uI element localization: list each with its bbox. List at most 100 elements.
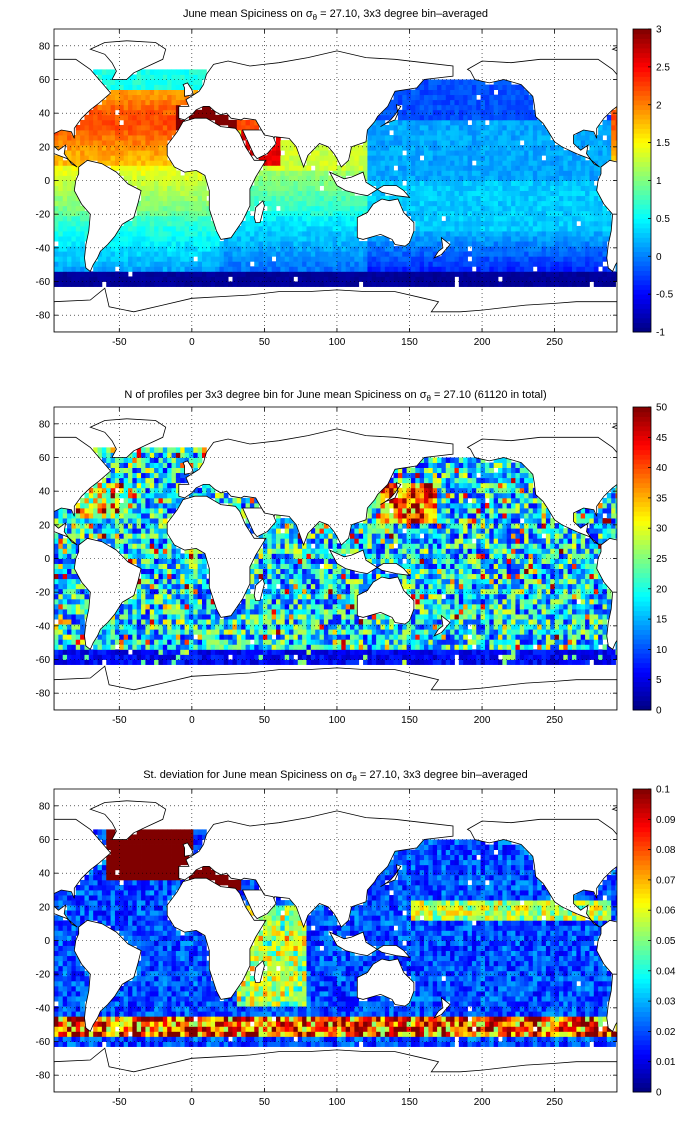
heatmap-cell [306, 644, 312, 650]
heatmap-cell [67, 231, 72, 237]
heatmap-cell [598, 170, 603, 176]
heatmap-cell [580, 639, 586, 645]
heatmap-cell [141, 256, 146, 262]
heatmap-cell [467, 79, 473, 85]
heatmap-cell [441, 79, 447, 85]
heatmap-cell [267, 644, 273, 650]
heatmap-cell [524, 124, 529, 131]
heatmap-cell [432, 145, 438, 151]
heatmap-cell [350, 241, 355, 247]
heatmap-cell [141, 639, 146, 645]
heatmap-cell [284, 649, 290, 655]
heatmap-cell [606, 281, 612, 287]
heatmap-cell [376, 634, 381, 640]
heatmap-cell [315, 266, 320, 272]
heatmap-cell [323, 145, 329, 151]
panel-1-colorbar: -1-0.500.511.522.53 [632, 25, 674, 339]
heatmap-cell [162, 150, 168, 156]
heatmap-cell [197, 220, 203, 227]
heatmap-cell [593, 145, 599, 151]
heatmap-cell [328, 180, 333, 186]
heatmap-cell [97, 251, 103, 257]
heatmap-cell [593, 160, 599, 166]
heatmap-cell [197, 236, 203, 242]
heatmap-cell [593, 251, 599, 257]
heatmap-cell [471, 205, 477, 212]
heatmap-cell [215, 261, 220, 267]
heatmap-cell [489, 89, 495, 96]
heatmap-cell [276, 170, 281, 176]
heatmap-cell [119, 84, 125, 90]
heatmap-cell [519, 170, 525, 176]
heatmap-cell [302, 251, 307, 257]
heatmap-cell [515, 99, 521, 106]
heatmap-cell [397, 271, 403, 277]
heatmap-cell [123, 246, 129, 252]
heatmap-cell [445, 225, 451, 232]
heatmap-cell [502, 99, 508, 106]
heatmap-cell [489, 276, 495, 282]
heatmap-cell [550, 251, 555, 257]
heatmap-cell [254, 271, 259, 277]
heatmap-cell [84, 225, 90, 232]
heatmap-cell [350, 170, 355, 176]
heatmap-cell [572, 135, 577, 141]
heatmap-cell [341, 220, 347, 227]
heatmap-cell [363, 175, 368, 181]
heatmap-cell [511, 629, 516, 635]
heatmap-cell [598, 634, 603, 640]
heatmap-cell [589, 266, 595, 272]
heatmap-cell [454, 195, 460, 202]
heatmap-cell [306, 236, 312, 242]
heatmap-cell [193, 109, 199, 116]
heatmap-cell [410, 231, 416, 237]
heatmap-cell [498, 130, 503, 136]
heatmap-cell [223, 649, 229, 655]
heatmap-cell [284, 654, 290, 660]
heatmap-cell [511, 109, 516, 116]
heatmap-cell [393, 150, 399, 156]
heatmap-cell [484, 639, 490, 645]
heatmap-cell [424, 119, 429, 126]
heatmap-cell [249, 215, 255, 222]
heatmap-cell [489, 200, 495, 207]
heatmap-cell [493, 160, 499, 166]
heatmap-cell [450, 271, 455, 277]
heatmap-cell [397, 155, 403, 161]
heatmap-cell [254, 220, 259, 227]
heatmap-cell [310, 256, 316, 262]
heatmap-cell [232, 634, 238, 640]
heatmap-cell [437, 246, 442, 252]
heatmap-cell [284, 200, 290, 207]
heatmap-cell [511, 145, 516, 151]
heatmap-cell [445, 205, 451, 212]
heatmap-cell [515, 155, 521, 161]
heatmap-cell [585, 659, 590, 665]
heatmap-cell [145, 185, 151, 191]
heatmap-cell [511, 155, 516, 161]
heatmap-cell [489, 271, 495, 277]
heatmap-cell [110, 140, 116, 146]
heatmap-cell [297, 261, 303, 267]
heatmap-cell [498, 175, 503, 181]
heatmap-cell [267, 185, 273, 191]
heatmap-cell [323, 659, 329, 665]
heatmap-cell [206, 200, 212, 207]
heatmap-cell [110, 281, 116, 287]
heatmap-cell [75, 165, 81, 171]
heatmap-cell [467, 140, 473, 146]
heatmap-cell [197, 271, 203, 277]
heatmap-cell [432, 104, 438, 111]
heatmap-cell [188, 624, 194, 630]
heatmap-cell [506, 231, 512, 237]
heatmap-cell [428, 150, 434, 156]
heatmap-cell [141, 135, 146, 141]
heatmap-cell [550, 241, 555, 247]
heatmap-cell [432, 150, 438, 156]
heatmap-cell [593, 155, 599, 161]
heatmap-cell [454, 180, 460, 186]
heatmap-cell [289, 220, 294, 227]
heatmap-cell [202, 210, 207, 217]
heatmap-cell [228, 644, 233, 650]
heatmap-cell [484, 225, 490, 232]
